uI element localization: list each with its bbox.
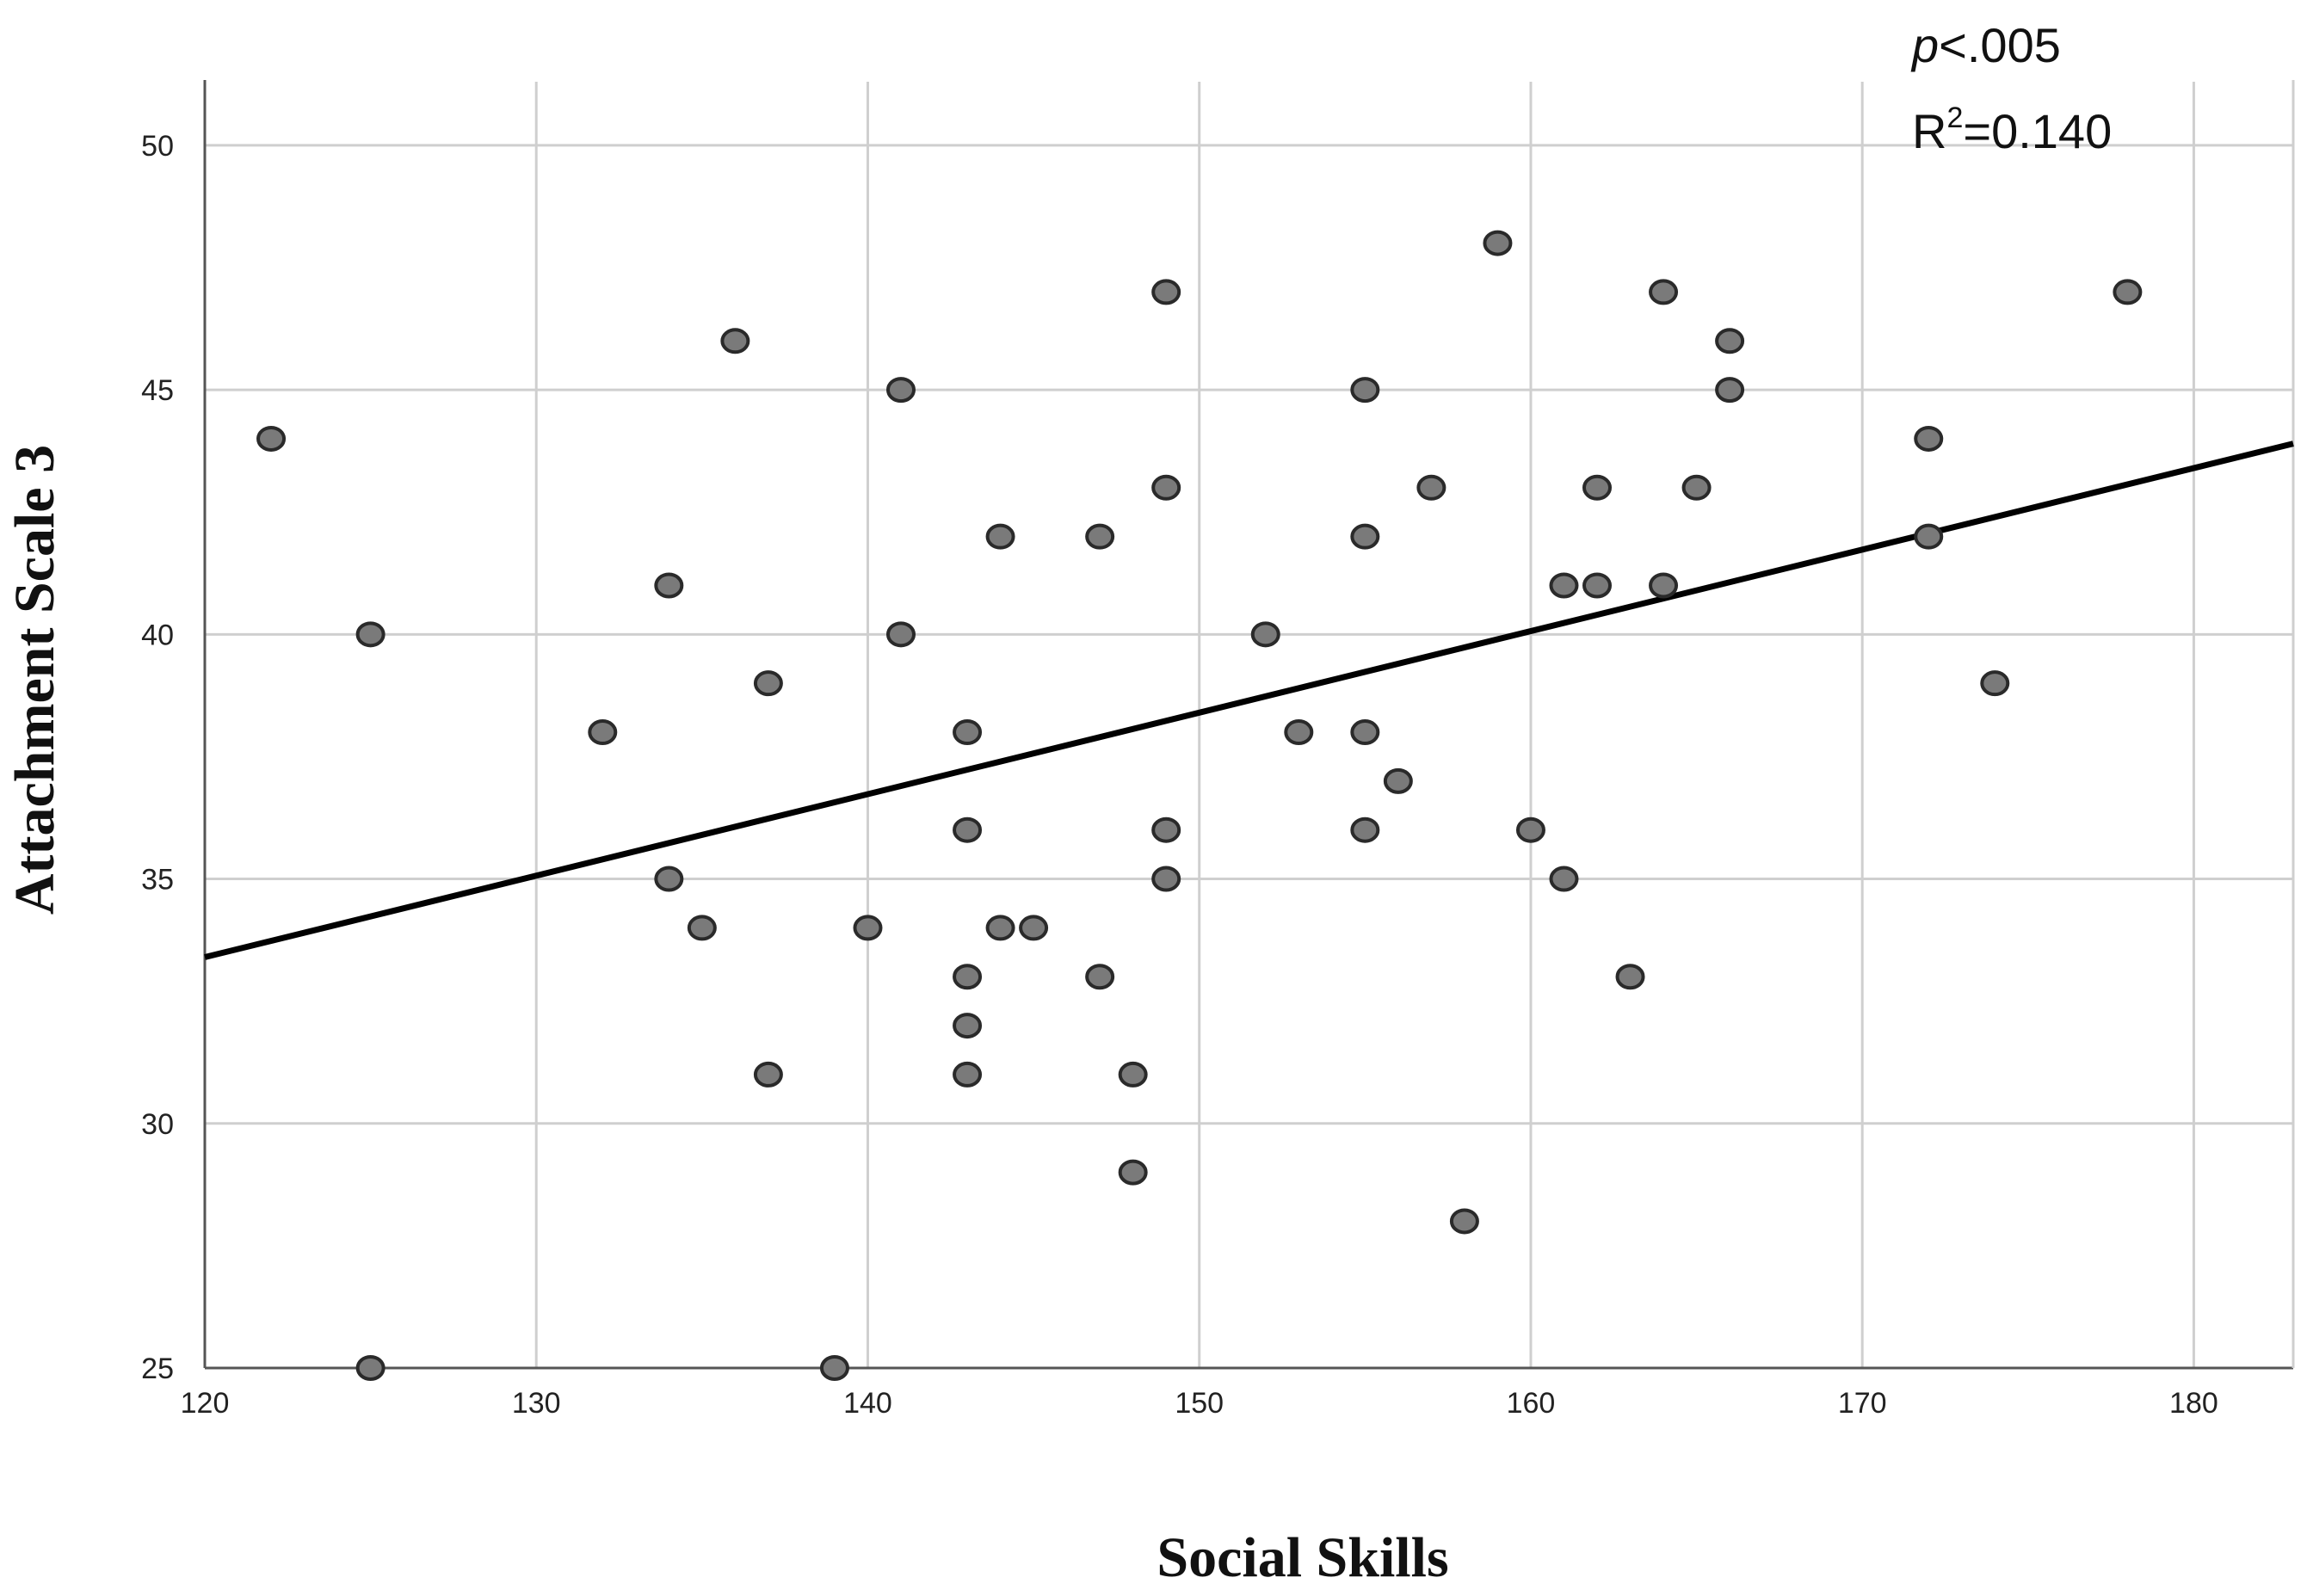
x-tick-label: 150 xyxy=(1175,1387,1224,1420)
r2-label: R xyxy=(1912,104,1946,158)
x-tick-label: 140 xyxy=(843,1387,892,1420)
y-tick-label: 30 xyxy=(141,1108,174,1141)
data-point xyxy=(753,670,783,697)
data-point xyxy=(953,816,983,843)
data-point xyxy=(1284,719,1314,746)
data-point xyxy=(1615,964,1645,990)
data-point xyxy=(1383,767,1413,794)
data-point xyxy=(2113,279,2143,305)
data-point xyxy=(753,1061,783,1088)
x-axis-title: Social Skills xyxy=(1157,1526,1448,1589)
plot-frame xyxy=(203,80,2295,1370)
data-point xyxy=(1681,474,1712,501)
data-point xyxy=(1549,866,1579,892)
data-point xyxy=(1449,1208,1479,1235)
p-label: p xyxy=(1910,18,1939,72)
data-point xyxy=(886,621,916,648)
y-tick-label: 45 xyxy=(141,374,174,407)
data-point xyxy=(1350,377,1380,404)
data-point xyxy=(1151,866,1181,892)
data-point xyxy=(1416,474,1447,501)
data-point xyxy=(953,1061,983,1088)
data-point xyxy=(1350,816,1380,843)
grid xyxy=(205,82,2293,1368)
data-point xyxy=(654,572,684,599)
data-point xyxy=(953,1013,983,1039)
y-axis-title: Attachment Scale 3 xyxy=(3,445,66,915)
data-point xyxy=(953,964,983,990)
data-point xyxy=(1914,425,1944,452)
data-point xyxy=(953,719,983,746)
x-tick-label: 160 xyxy=(1507,1387,1556,1420)
x-tick-label: 130 xyxy=(512,1387,561,1420)
data-point xyxy=(1914,523,1944,550)
data-point xyxy=(720,328,750,354)
data-point xyxy=(1649,279,1679,305)
data-point xyxy=(1483,230,1513,256)
data-point xyxy=(1118,1061,1148,1088)
data-point xyxy=(1085,523,1115,550)
r-squared-annotation: R2=0.140 xyxy=(1912,102,2112,158)
data-point xyxy=(1151,279,1181,305)
data-point xyxy=(256,425,287,452)
data-point xyxy=(1715,377,1745,404)
data-point xyxy=(1649,572,1679,599)
data-point xyxy=(1019,915,1049,941)
regression-line xyxy=(204,441,2294,960)
y-tick-label: 35 xyxy=(141,864,174,897)
data-point xyxy=(853,915,883,941)
data-point xyxy=(654,866,684,892)
x-tick-label: 170 xyxy=(1838,1387,1887,1420)
y-tick-label: 25 xyxy=(141,1353,174,1385)
y-tick-label: 40 xyxy=(141,619,174,651)
data-point xyxy=(355,1355,386,1381)
data-point xyxy=(1980,670,2010,697)
data-point xyxy=(355,621,386,648)
tick-labels: 120 130 140 150 160 170 180 25 30 35 40 45 50 xyxy=(141,130,2218,1420)
data-point xyxy=(819,1355,849,1381)
x-tick-label: 180 xyxy=(2169,1387,2218,1420)
data-point xyxy=(1549,572,1579,599)
data-point xyxy=(1151,816,1181,843)
x-tick-label: 120 xyxy=(181,1387,230,1420)
data-points xyxy=(256,230,2143,1381)
data-point xyxy=(588,719,618,746)
p-value: <.005 xyxy=(1939,18,2061,72)
data-point xyxy=(985,523,1015,550)
data-point xyxy=(1151,474,1181,501)
data-point xyxy=(1582,474,1612,501)
data-point xyxy=(886,377,916,404)
r2-value: =0.140 xyxy=(1963,104,2112,158)
data-point xyxy=(1515,816,1545,843)
data-point xyxy=(1085,964,1115,990)
data-point xyxy=(1715,328,1745,354)
r2-superscript: 2 xyxy=(1946,102,1963,134)
data-point xyxy=(687,915,717,941)
p-value-annotation: p<.005 xyxy=(1910,18,2061,72)
data-point xyxy=(1582,572,1612,599)
data-point xyxy=(1350,719,1380,746)
data-point xyxy=(985,915,1015,941)
data-point xyxy=(1118,1159,1148,1186)
data-point xyxy=(1350,523,1380,550)
data-point xyxy=(1250,621,1280,648)
y-tick-label: 50 xyxy=(141,130,174,163)
